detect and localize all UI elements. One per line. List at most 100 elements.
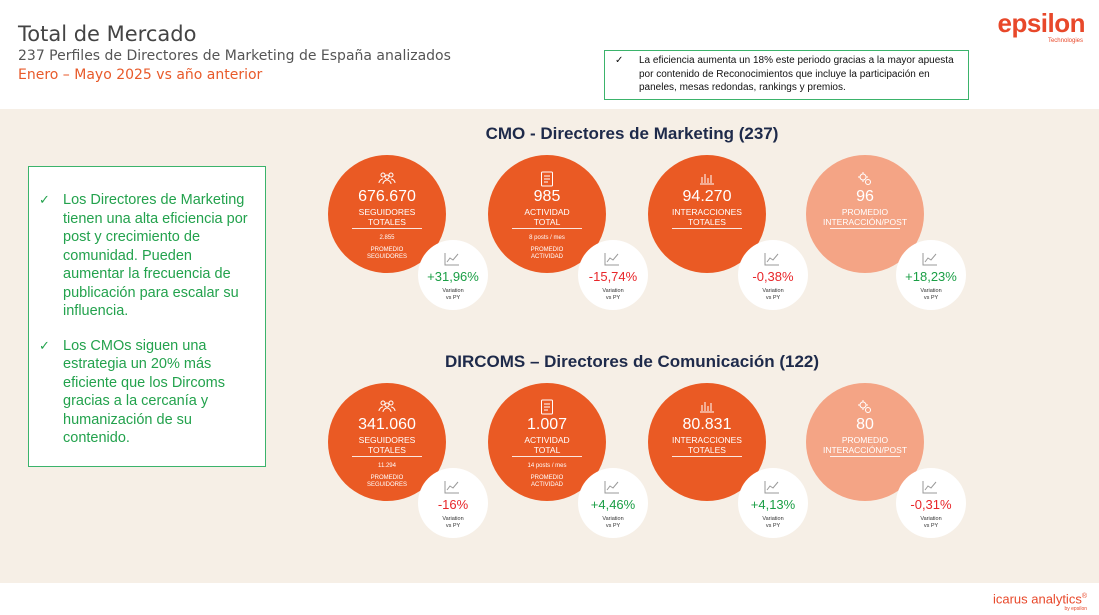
metric-average-line: PROMEDIO xyxy=(530,247,564,253)
insight-text: Los Directores de Marketing tienen una a… xyxy=(63,192,248,319)
section-title-dircoms: DIRCOMS – Directores de Comunicación (12… xyxy=(444,352,820,371)
metric-average-value: 2.855 xyxy=(379,235,395,241)
metric-divider xyxy=(830,228,900,229)
people-icon xyxy=(328,399,446,415)
metric-label: PROMEDIO INTERACCIÓN/POST xyxy=(806,207,924,227)
metric-label-line: ACTIVIDAD xyxy=(524,435,570,445)
metric-value: 676.670 xyxy=(358,188,416,205)
bar-chart-icon xyxy=(648,171,766,187)
variation-value: +4,46% xyxy=(590,497,636,512)
metric-label-line: ACTIVIDAD xyxy=(524,207,570,217)
metric-value: 96 xyxy=(856,188,874,205)
variation-value: -15,74% xyxy=(588,269,638,284)
metric-average-line: PROMEDIO xyxy=(370,475,404,481)
metric-label-line: INTERACCIÓN/POST xyxy=(822,217,908,227)
variation-label-line: Variation xyxy=(920,288,942,294)
variation-label-line: Variation xyxy=(442,288,464,294)
metric-divider xyxy=(352,456,422,457)
metric-value: 1.007 xyxy=(526,416,568,433)
variation-label-line: vs PY xyxy=(923,522,939,529)
trend-chart-icon xyxy=(922,480,938,494)
gears-icon xyxy=(806,399,924,415)
variation-value: +18,23% xyxy=(905,269,957,284)
metric-label: INTERACCIONES TOTALES xyxy=(648,207,766,227)
metric-circle: 676.670 SEGUIDORES TOTALES 2.855 PROMEDIO SEG… xyxy=(328,155,446,273)
metric-label: SEGUIDORES TOTALES xyxy=(328,435,446,455)
section-title-cmo: CMO - Directores de Marketing (237) xyxy=(485,124,779,143)
footer-brand: icarus analytics® by epsilon xyxy=(993,589,1087,612)
metric-divider xyxy=(672,456,742,457)
footer-brand-sub: by epsilon xyxy=(1064,606,1087,613)
metric-average-line: PROMEDIO xyxy=(530,475,564,481)
variation-label: Variation vs PY xyxy=(418,288,488,301)
variation-value: -0,31% xyxy=(910,497,952,512)
efficiency-note-text: La eficiencia aumenta un 18% este period… xyxy=(639,55,954,93)
metric-divider xyxy=(512,228,582,229)
metric-average-label: PROMEDIO SEGUIDORES xyxy=(328,475,446,489)
metric-label: ACTIVIDAD TOTAL xyxy=(488,435,606,455)
footer-brand-name: icarus analytics xyxy=(992,591,1082,607)
page-subtitle: 237 Perfiles de Directores de Marketing … xyxy=(18,48,451,64)
metric-divider xyxy=(352,228,422,229)
variation-badge: +4,13% Variation vs PY xyxy=(738,468,808,538)
metric-divider xyxy=(830,456,900,457)
variation-badge: +4,46% Variation vs PY xyxy=(578,468,648,538)
document-icon xyxy=(488,399,606,415)
variation-badge: -16% Variation vs PY xyxy=(418,468,488,538)
document-icon xyxy=(488,171,606,187)
epsilon-logo: epsilon Technologies xyxy=(995,8,1085,45)
check-icon: ✓ xyxy=(39,192,50,207)
insights-box: ✓ Los Directores de Marketing tienen una… xyxy=(28,166,266,467)
variation-badge: +18,23% Variation vs PY xyxy=(896,240,966,310)
metric-label-line: TOTAL xyxy=(533,217,561,227)
metric-average-value: 8 posts / mes xyxy=(529,235,565,241)
variation-label-line: Variation xyxy=(762,516,784,522)
insight-item: ✓ Los CMOs siguen una estrategia un 20% … xyxy=(39,337,253,448)
bar-chart-icon xyxy=(648,399,766,415)
metric-value: 94.270 xyxy=(682,188,732,205)
variation-label-line: Variation xyxy=(920,516,942,522)
variation-label-line: Variation xyxy=(442,516,464,522)
metric-average-line: ACTIVIDAD xyxy=(530,254,563,260)
variation-label-line: vs PY xyxy=(605,294,621,301)
logo-word: epsilon xyxy=(997,8,1085,38)
variation-value: -16% xyxy=(437,497,469,512)
variation-value: +4,13% xyxy=(750,497,796,512)
metric-label: INTERACCIONES TOTALES xyxy=(648,435,766,455)
metric-label-line: PROMEDIO xyxy=(841,207,889,217)
metric-average-value: 11.294 xyxy=(378,463,396,469)
variation-badge: -0,31% Variation vs PY xyxy=(896,468,966,538)
metric-label: PROMEDIO INTERACCIÓN/POST xyxy=(806,435,924,455)
metric-label-line: INTERACCIONES xyxy=(672,207,742,217)
metric-average-line: PROMEDIO xyxy=(370,247,404,253)
metric-value: 80.831 xyxy=(682,416,732,433)
metric-label: ACTIVIDAD TOTAL xyxy=(488,207,606,227)
variation-label-line: vs PY xyxy=(445,522,461,529)
metric-label-line: INTERACCIONES xyxy=(672,435,742,445)
variation-label-line: Variation xyxy=(602,516,624,522)
trend-chart-icon xyxy=(764,480,780,494)
metric-value: 80 xyxy=(856,416,874,433)
metric-label-line: INTERACCIÓN/POST xyxy=(822,445,908,455)
footer-registered-mark: ® xyxy=(1081,593,1087,600)
trend-chart-icon xyxy=(764,252,780,266)
page-title: Total de Mercado xyxy=(18,22,197,46)
check-icon: ✓ xyxy=(39,337,50,353)
metric-label-line: TOTALES xyxy=(368,217,406,227)
trend-chart-icon xyxy=(444,480,460,494)
trend-chart-icon xyxy=(444,252,460,266)
check-icon: ✓ xyxy=(615,55,624,66)
metric-divider xyxy=(512,456,582,457)
gears-icon xyxy=(806,171,924,187)
variation-badge: -15,74% Variation vs PY xyxy=(578,240,648,310)
variation-badge: +31,96% Variation vs PY xyxy=(418,240,488,310)
metric-label: SEGUIDORES TOTALES xyxy=(328,207,446,227)
metric-label-line: TOTALES xyxy=(688,445,726,455)
variation-label: Variation vs PY xyxy=(738,288,808,301)
variation-label-line: Variation xyxy=(602,288,624,294)
variation-label: Variation vs PY xyxy=(578,288,648,301)
variation-value: -0,38% xyxy=(752,269,794,284)
variation-value: +31,96% xyxy=(427,269,479,284)
metric-average-line: SEGUIDORES xyxy=(366,254,407,260)
efficiency-note: ✓ La eficiencia aumenta un 18% este peri… xyxy=(604,50,969,100)
